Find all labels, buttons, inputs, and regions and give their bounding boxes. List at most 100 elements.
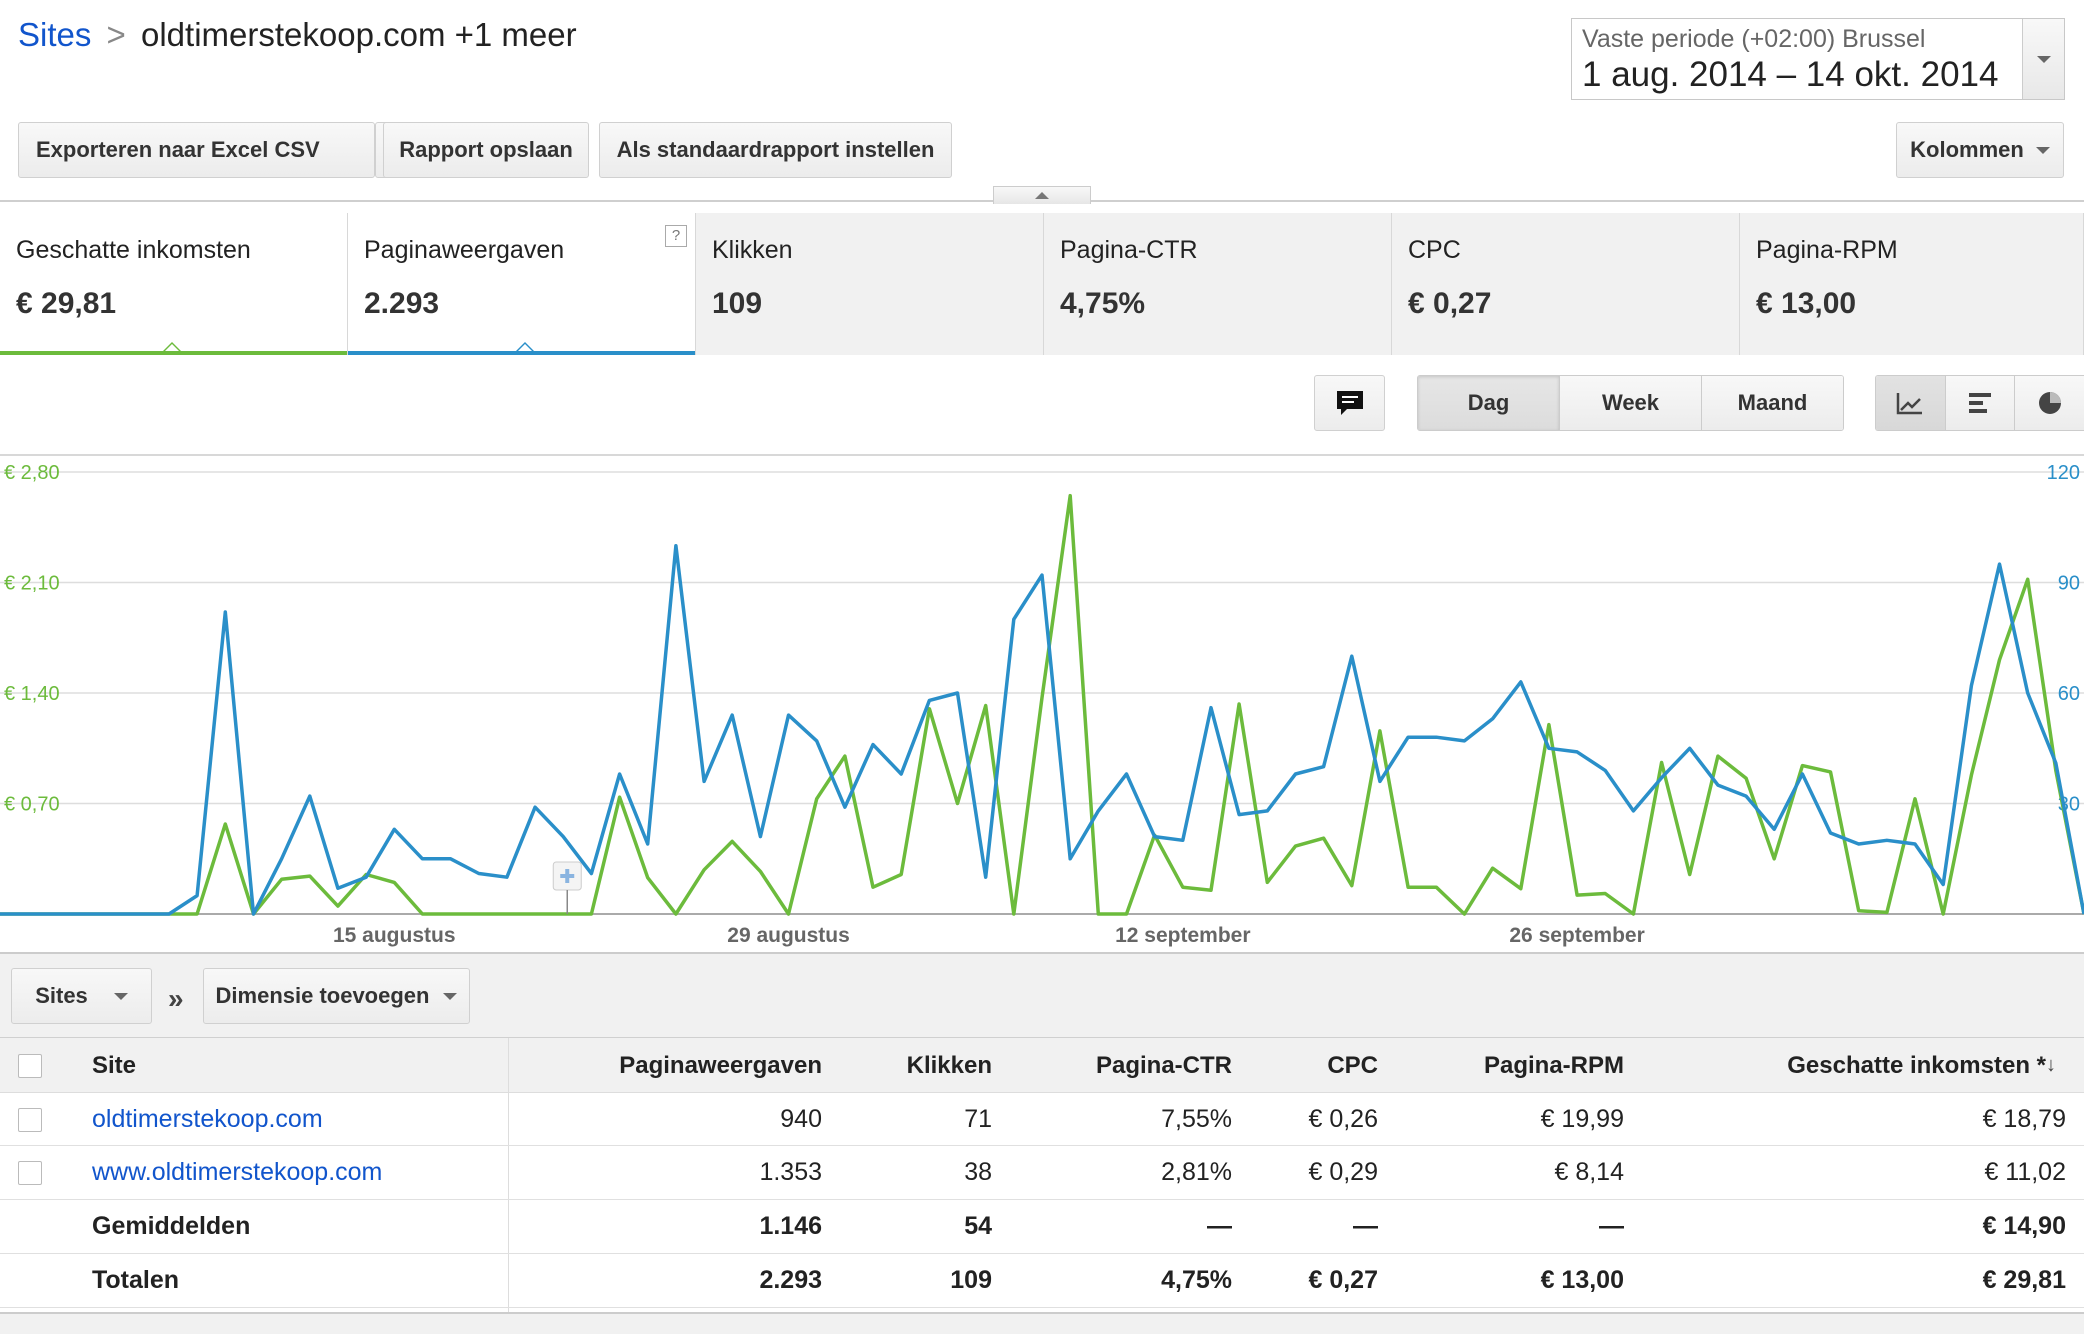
metric-tile-4[interactable]: CPC € 0,27: [1392, 213, 1740, 355]
metric-label: Pagina-CTR: [1060, 236, 1198, 264]
column-header-ctr[interactable]: Pagina-CTR: [1095, 1052, 1232, 1079]
y-axis-left-label: € 1,40: [4, 683, 60, 705]
breadcrumb-sites-link[interactable]: Sites: [18, 16, 92, 53]
help-icon[interactable]: ?: [665, 225, 687, 247]
table-row: [0, 1146, 2084, 1200]
column-header-site[interactable]: Site: [92, 1052, 137, 1079]
averages-row: [0, 1200, 2084, 1254]
y-axis-left-label: € 2,80: [4, 462, 60, 484]
x-axis-label: 29 augustus: [727, 924, 850, 947]
chevron-down-icon: [2036, 55, 2051, 63]
metric-label: Klikken: [712, 236, 793, 264]
breadcrumb: Sites > oldtimerstekoop.com +1 meer: [18, 16, 577, 54]
breadcrumb-current: oldtimerstekoop.com +1 meer: [141, 16, 577, 53]
chevron-down-icon: [113, 992, 128, 1000]
metric-tile-0[interactable]: Geschatte inkomsten € 29,81: [0, 213, 348, 355]
breakdown-arrow: »: [168, 983, 184, 1014]
metric-tile-1[interactable]: Paginaweergaven 2.293?: [348, 213, 696, 355]
site-link[interactable]: oldtimerstekoop.com: [92, 1105, 323, 1133]
y-axis-right-label: 120: [2047, 462, 2080, 484]
y-axis-right-label: 90: [2058, 573, 2080, 595]
cell-income: € 14,90: [1982, 1212, 2066, 1240]
column-header-cpc[interactable]: CPC: [1327, 1052, 1378, 1079]
metric-series-indicator: [348, 351, 695, 355]
date-range-dropdown-button[interactable]: [2022, 19, 2064, 99]
date-range-picker[interactable]: Vaste periode (+02:00) Brussel 1 aug. 20…: [1571, 18, 2065, 100]
set-default-report-button[interactable]: Als standaardrapport instellen: [599, 122, 952, 178]
table-row: [0, 1093, 2084, 1146]
chevron-down-icon: [2035, 146, 2050, 154]
row-checkbox[interactable]: [18, 1108, 42, 1132]
cell-views: 940: [780, 1105, 822, 1133]
site-link[interactable]: www.oldtimerstekoop.com: [92, 1158, 383, 1186]
export-csv-button[interactable]: Exporteren naar Excel CSV: [18, 122, 375, 178]
breadcrumb-separator: >: [106, 16, 126, 53]
cell-clicks: 71: [964, 1105, 992, 1133]
column-header-clicks[interactable]: Klikken: [906, 1052, 992, 1079]
column-header-rpm[interactable]: Pagina-RPM: [1483, 1052, 1624, 1079]
metric-tile-5[interactable]: Pagina-RPM € 13,00: [1740, 213, 2084, 355]
cell-cpc: —: [1353, 1212, 1378, 1240]
comment-icon: [1336, 391, 1363, 415]
cell-views: 2.293: [759, 1266, 822, 1294]
chevron-down-icon: [443, 992, 458, 1000]
row-checkbox[interactable]: [18, 1161, 42, 1185]
metric-value: € 29,81: [16, 287, 117, 320]
report-table: Site Paginaweergaven Klikken Pagina-CTR CPC P…: [0, 1038, 2084, 1312]
cell-views: 1.146: [759, 1212, 822, 1240]
metric-value: € 13,00: [1756, 287, 1857, 320]
table-footer: [0, 1312, 2084, 1334]
dimension-label: Sites: [35, 983, 88, 1008]
set-default-report-label: Als standaardrapport instellen: [616, 137, 935, 162]
line-chart-button[interactable]: [1876, 376, 1946, 430]
cell-ctr: —: [1207, 1212, 1232, 1240]
metric-label: Pagina-RPM: [1756, 236, 1898, 264]
column-header-views[interactable]: Paginaweergaven: [619, 1052, 822, 1079]
row-label: Gemiddelden: [92, 1212, 251, 1240]
cell-clicks: 109: [950, 1266, 992, 1294]
chart-type-toggle: [1875, 375, 2084, 431]
metric-value: 109: [712, 287, 763, 320]
metric-tile-2[interactable]: Klikken 109: [696, 213, 1044, 355]
pie-chart-button[interactable]: [2015, 376, 2084, 430]
annotations-button[interactable]: [1314, 375, 1385, 431]
table-header-row: [0, 1038, 2084, 1093]
granularity-week[interactable]: Week: [1560, 376, 1702, 430]
metric-label: CPC: [1408, 236, 1461, 264]
metric-value: 4,75%: [1060, 287, 1146, 320]
metric-tile-3[interactable]: Pagina-CTR 4,75%: [1044, 213, 1392, 355]
x-axis-label: 26 september: [1509, 924, 1644, 947]
granularity-day[interactable]: Dag: [1418, 376, 1560, 430]
add-dimension-dropdown[interactable]: Dimensie toevoegen: [203, 968, 470, 1024]
selected-pointer-inner: [518, 344, 532, 351]
bar-chart-icon: [1969, 393, 1991, 413]
granularity-month[interactable]: Maand: [1702, 376, 1843, 430]
metric-value: 2.293: [364, 287, 440, 320]
y-axis-right-label: 60: [2058, 683, 2080, 705]
columns-label: Kolommen: [1910, 137, 2024, 162]
y-axis-left-label: € 0,70: [4, 794, 60, 816]
cell-views: 1.353: [759, 1158, 822, 1186]
column-divider: [508, 1038, 509, 1312]
totals-row: [0, 1254, 2084, 1308]
cell-income: € 29,81: [1982, 1266, 2066, 1294]
select-all-checkbox[interactable]: [18, 1054, 42, 1078]
collapse-toggle[interactable]: [993, 186, 1091, 204]
plus-icon: [560, 869, 575, 883]
bar-chart-button[interactable]: [1945, 376, 2016, 430]
cell-rpm: —: [1599, 1212, 1624, 1240]
selected-pointer-inner: [165, 344, 179, 351]
chevron-up-icon: [1035, 192, 1049, 199]
save-report-button[interactable]: Rapport opslaan: [383, 122, 589, 178]
line-chart-icon: [1897, 393, 1923, 415]
cell-income: € 18,79: [1982, 1105, 2066, 1133]
y-axis-left-label: € 2,10: [4, 573, 60, 595]
columns-button[interactable]: Kolommen: [1896, 122, 2064, 178]
sort-desc-icon[interactable]: ↓: [2046, 1054, 2056, 1076]
date-range-label: Vaste periode (+02:00) Brussel: [1582, 25, 1926, 53]
dimension-dropdown[interactable]: Sites: [11, 968, 152, 1024]
cell-rpm: € 13,00: [1540, 1266, 1624, 1294]
cell-ctr: 2,81%: [1161, 1158, 1232, 1186]
add-dimension-label: Dimensie toevoegen: [215, 983, 430, 1008]
column-header-income[interactable]: Geschatte inkomsten *: [1787, 1052, 2046, 1079]
